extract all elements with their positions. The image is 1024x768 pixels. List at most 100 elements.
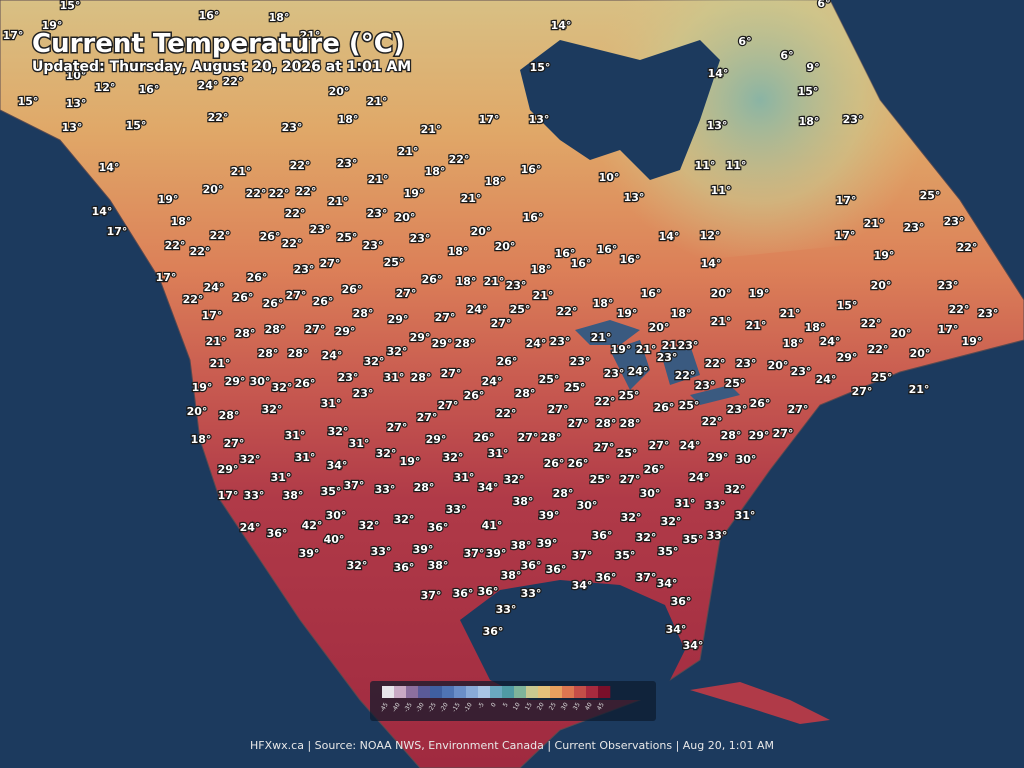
legend-label: 40 xyxy=(584,701,594,711)
station-temperature: 38° xyxy=(511,539,532,552)
station-temperature: 10° xyxy=(599,171,620,184)
station-temperature: 28° xyxy=(411,371,432,384)
station-temperature: 27° xyxy=(852,385,873,398)
station-temperature: 25° xyxy=(539,373,560,386)
station-temperature: 17° xyxy=(836,194,857,207)
station-temperature: 11° xyxy=(711,184,732,197)
station-temperature: 26° xyxy=(247,271,268,284)
legend-label: -35 xyxy=(403,701,414,713)
station-temperature: 23° xyxy=(736,357,757,370)
station-temperature: 27° xyxy=(224,437,245,450)
station-temperature: 18° xyxy=(593,297,614,310)
station-temperature: 22° xyxy=(702,415,723,428)
station-temperature: 17° xyxy=(202,309,223,322)
station-temperature: 27° xyxy=(491,317,512,330)
station-temperature: 32° xyxy=(661,515,682,528)
station-temperature: 22° xyxy=(675,369,696,382)
gulf-of-mexico xyxy=(460,580,685,700)
station-temperature: 23° xyxy=(978,307,999,320)
station-temperature: 36° xyxy=(267,527,288,540)
station-temperature: 6° xyxy=(738,35,751,48)
station-temperature: 15° xyxy=(798,85,819,98)
station-temperature: 40° xyxy=(324,533,345,546)
legend-label: -40 xyxy=(391,701,402,713)
station-temperature: 23° xyxy=(604,367,625,380)
station-temperature: 33° xyxy=(375,483,396,496)
station-temperature: 19° xyxy=(874,249,895,262)
station-temperature: 21° xyxy=(231,165,252,178)
station-temperature: 22° xyxy=(290,159,311,172)
station-temperature: 22° xyxy=(210,229,231,242)
station-temperature: 22° xyxy=(246,187,267,200)
station-temperature: 25° xyxy=(619,389,640,402)
station-temperature: 32° xyxy=(364,355,385,368)
station-temperature: 20° xyxy=(329,85,350,98)
station-temperature: 34° xyxy=(478,481,499,494)
station-temperature: 13° xyxy=(624,191,645,204)
station-temperature: 30° xyxy=(640,487,661,500)
station-temperature: 24° xyxy=(240,521,261,534)
station-temperature: 33° xyxy=(244,489,265,502)
station-temperature: 16° xyxy=(620,253,641,266)
station-temperature: 31° xyxy=(675,497,696,510)
station-temperature: 25° xyxy=(920,189,941,202)
station-temperature: 15° xyxy=(126,119,147,132)
station-temperature: 18° xyxy=(338,113,359,126)
station-temperature: 21° xyxy=(662,339,683,352)
station-temperature: 22° xyxy=(868,343,889,356)
station-temperature: 18° xyxy=(805,321,826,334)
station-temperature: 22° xyxy=(285,207,306,220)
legend-swatch xyxy=(598,686,611,698)
station-temperature: 19° xyxy=(749,287,770,300)
station-temperature: 28° xyxy=(553,487,574,500)
station-temperature: 31° xyxy=(384,371,405,384)
station-temperature: 13° xyxy=(62,121,83,134)
station-temperature: 17° xyxy=(218,489,239,502)
station-temperature: 32° xyxy=(504,473,525,486)
station-temperature: 36° xyxy=(394,561,415,574)
station-temperature: 22° xyxy=(957,241,978,254)
station-temperature: 27° xyxy=(286,289,307,302)
station-temperature: 6° xyxy=(780,49,793,62)
station-temperature: 17° xyxy=(479,113,500,126)
station-temperature: 20° xyxy=(871,279,892,292)
station-temperature: 36° xyxy=(483,625,504,638)
station-temperature: 13° xyxy=(66,97,87,110)
station-temperature: 26° xyxy=(544,457,565,470)
great-lakes xyxy=(575,320,740,405)
station-temperature: 25° xyxy=(565,381,586,394)
station-temperature: 15° xyxy=(837,299,858,312)
station-temperature: 12° xyxy=(95,81,116,94)
legend-swatch xyxy=(526,686,539,698)
station-temperature: 27° xyxy=(396,287,417,300)
legend-label: -10 xyxy=(463,701,474,713)
station-temperature: 27° xyxy=(320,257,341,270)
station-temperature: 18° xyxy=(531,263,552,276)
station-temperature: 28° xyxy=(258,347,279,360)
station-temperature: 24° xyxy=(198,79,219,92)
cuba xyxy=(690,682,830,724)
station-temperature: 34° xyxy=(327,459,348,472)
station-temperature: 9° xyxy=(806,61,819,74)
station-temperature: 22° xyxy=(861,317,882,330)
station-temperature: 18° xyxy=(448,245,469,258)
station-temperature: 25° xyxy=(510,303,531,316)
station-temperature: 38° xyxy=(428,559,449,572)
station-temperature: 26° xyxy=(313,295,334,308)
station-temperature: 18° xyxy=(783,337,804,350)
station-temperature: 19° xyxy=(42,19,63,32)
station-temperature: 36° xyxy=(521,559,542,572)
station-temperature: 21° xyxy=(398,145,419,158)
station-temperature: 32° xyxy=(376,447,397,460)
station-temperature: 27° xyxy=(441,367,462,380)
station-temperature: 27° xyxy=(773,427,794,440)
station-temperature: 18° xyxy=(485,175,506,188)
station-temperature: 24° xyxy=(467,303,488,316)
station-temperature: 22° xyxy=(223,75,244,88)
station-temperature: 19° xyxy=(158,193,179,206)
station-temperature: 15° xyxy=(18,95,39,108)
station-temperature: 25° xyxy=(872,371,893,384)
legend-swatch xyxy=(478,686,491,698)
station-temperature: 24° xyxy=(204,281,225,294)
station-temperature: 24° xyxy=(820,335,841,348)
